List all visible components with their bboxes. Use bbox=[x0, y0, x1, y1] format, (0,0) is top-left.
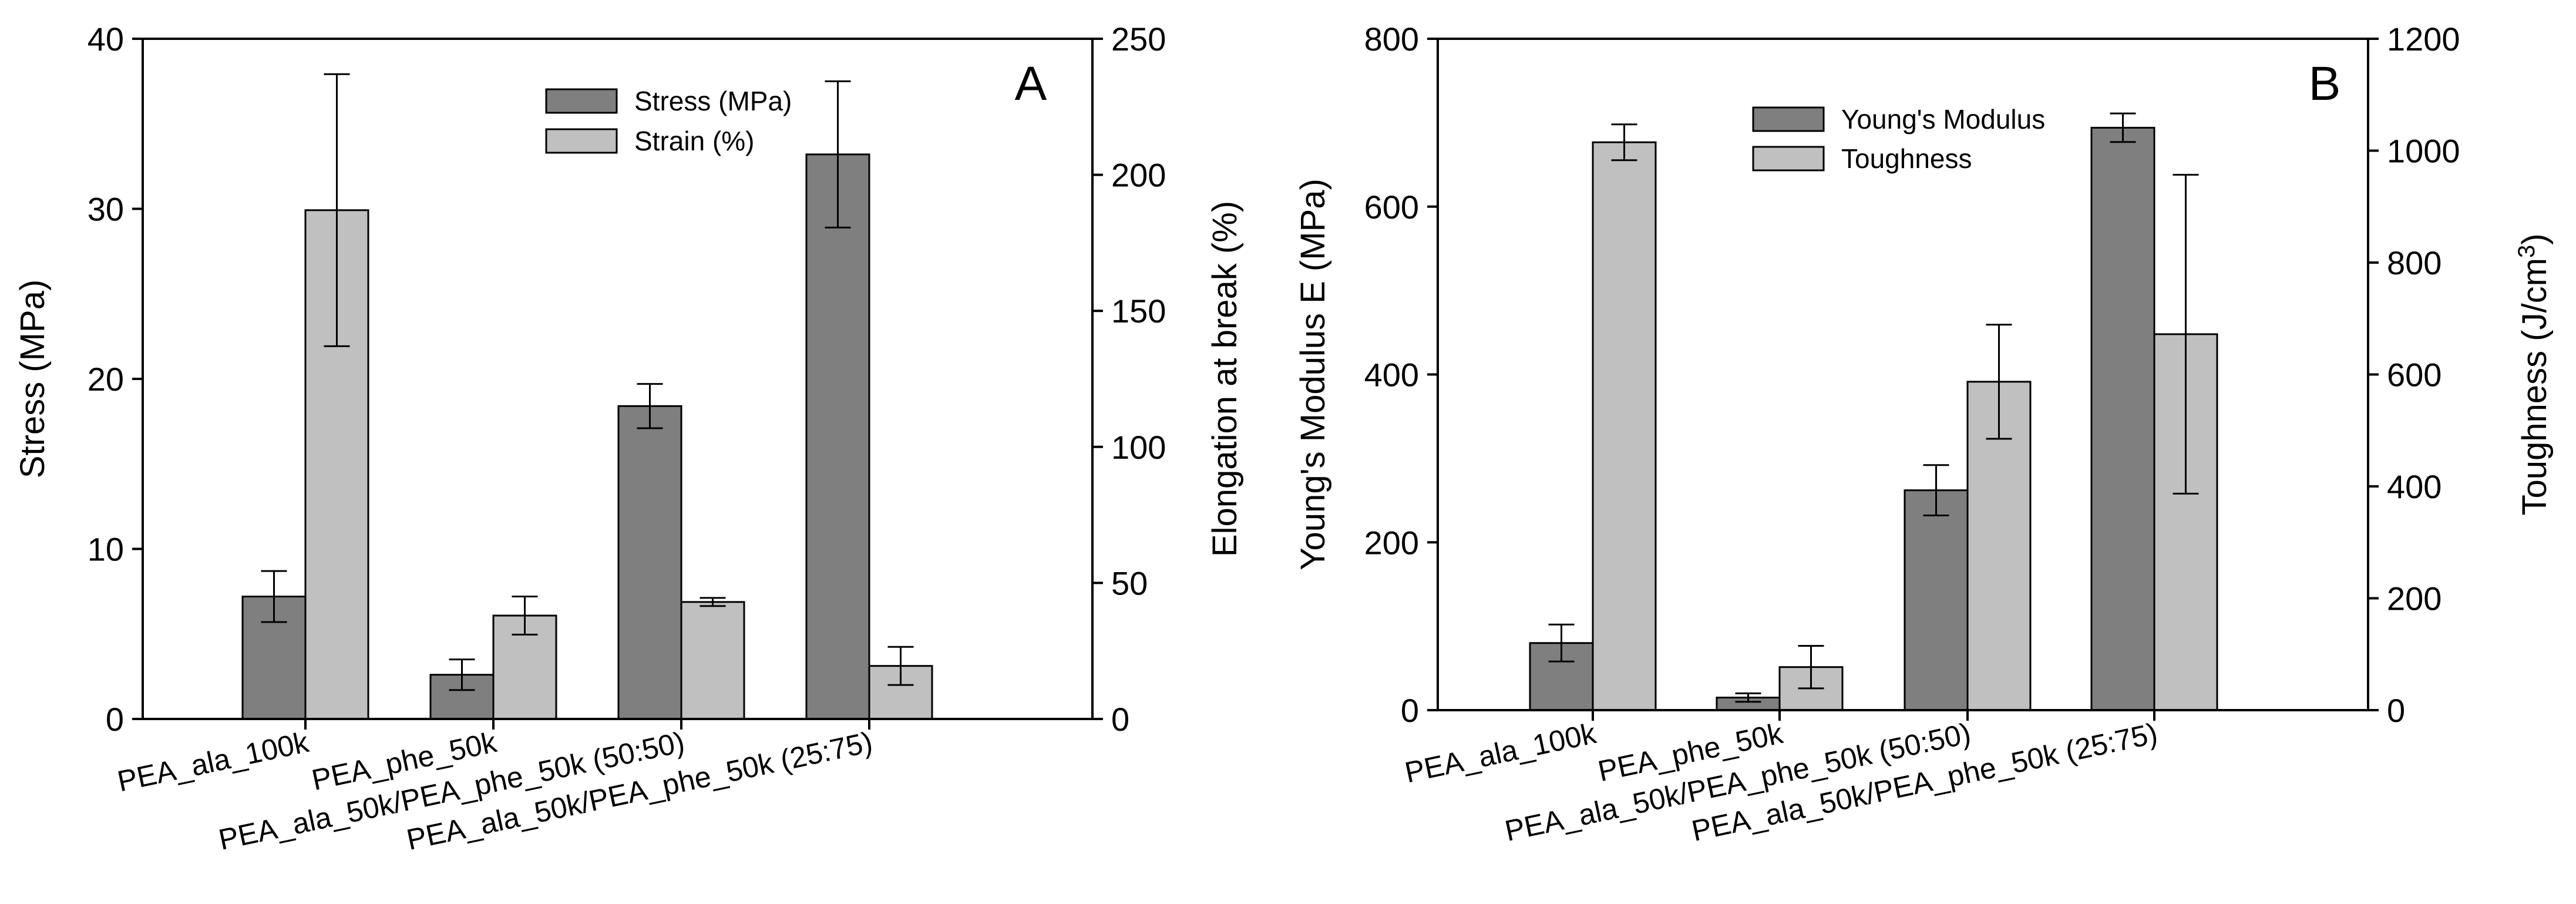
bar-secondary bbox=[1592, 141, 1657, 711]
bar-secondary bbox=[680, 601, 745, 720]
y-tick-label: 40 bbox=[88, 21, 124, 58]
y2-tick-label: 1000 bbox=[2387, 133, 2460, 170]
y2-tick-label: 0 bbox=[1111, 701, 1129, 738]
y-axis-title: Stress (MPa) bbox=[14, 280, 52, 478]
y2-tick-label: 150 bbox=[1111, 293, 1166, 330]
y2-axis-title-close: ) bbox=[2516, 234, 2554, 245]
y-tick-label: 0 bbox=[1401, 692, 1419, 729]
y-tick-label: 600 bbox=[1364, 189, 1419, 226]
panel-a: 010203040050100150200250PEA_ala_100kPEA_… bbox=[14, 21, 1244, 856]
y2-tick-label: 600 bbox=[2387, 357, 2442, 394]
y2-tick-label: 200 bbox=[2387, 580, 2442, 617]
legend-label: Toughness bbox=[1841, 143, 1972, 174]
legend-label: Stress (MPa) bbox=[634, 86, 792, 116]
x-tick-label: PEA_ala_100k bbox=[115, 725, 312, 798]
y2-tick-label: 100 bbox=[1111, 429, 1166, 466]
legend-swatch bbox=[545, 128, 618, 154]
bar-primary bbox=[617, 405, 682, 720]
y-axis-title: Young's Modulus E (MPa) bbox=[1294, 179, 1332, 570]
y2-axis-title: Toughness (J/cm3) bbox=[2514, 234, 2554, 516]
bar-primary bbox=[1904, 489, 1969, 711]
y2-axis-title: Elongation at break (%) bbox=[1206, 201, 1244, 557]
y2-tick-label: 250 bbox=[1111, 21, 1166, 58]
y2-tick-label: 400 bbox=[2387, 468, 2442, 505]
y2-tick-label: 800 bbox=[2387, 244, 2442, 281]
y-tick-label: 10 bbox=[88, 531, 124, 568]
y-tick-label: 0 bbox=[106, 701, 124, 738]
legend-label: Young's Modulus bbox=[1841, 104, 2045, 135]
y-tick-label: 400 bbox=[1364, 357, 1419, 394]
y2-axis-title-sup: 3 bbox=[2514, 245, 2540, 258]
legend-swatch bbox=[1752, 146, 1825, 172]
y2-tick-label: 50 bbox=[1111, 564, 1148, 601]
y2-tick-label: 200 bbox=[1111, 157, 1166, 194]
panel-letter: B bbox=[2309, 57, 2341, 110]
y-tick-label: 20 bbox=[88, 361, 124, 398]
legend-label: Strain (%) bbox=[634, 126, 754, 156]
panel-b: 0 200 400 600 800 0 200 400 600 800 1000 1200 PEA_al… bbox=[1294, 21, 2554, 848]
y2-tick-label: 0 bbox=[2387, 692, 2405, 729]
y-tick-label: 200 bbox=[1364, 524, 1419, 561]
x-tick-label: PEA_ala_100k bbox=[1402, 717, 1599, 789]
y-tick-label: 800 bbox=[1364, 21, 1419, 58]
y2-tick-label: 1200 bbox=[2387, 21, 2460, 58]
legend-swatch bbox=[545, 88, 618, 114]
bar-primary bbox=[2090, 126, 2155, 711]
y-tick-label: 30 bbox=[88, 191, 124, 228]
bar-primary bbox=[805, 153, 870, 720]
panel-letter: A bbox=[1015, 57, 1047, 110]
legend-swatch bbox=[1752, 106, 1825, 132]
y2-axis-title-main: Toughness (J/cm bbox=[2516, 258, 2554, 515]
